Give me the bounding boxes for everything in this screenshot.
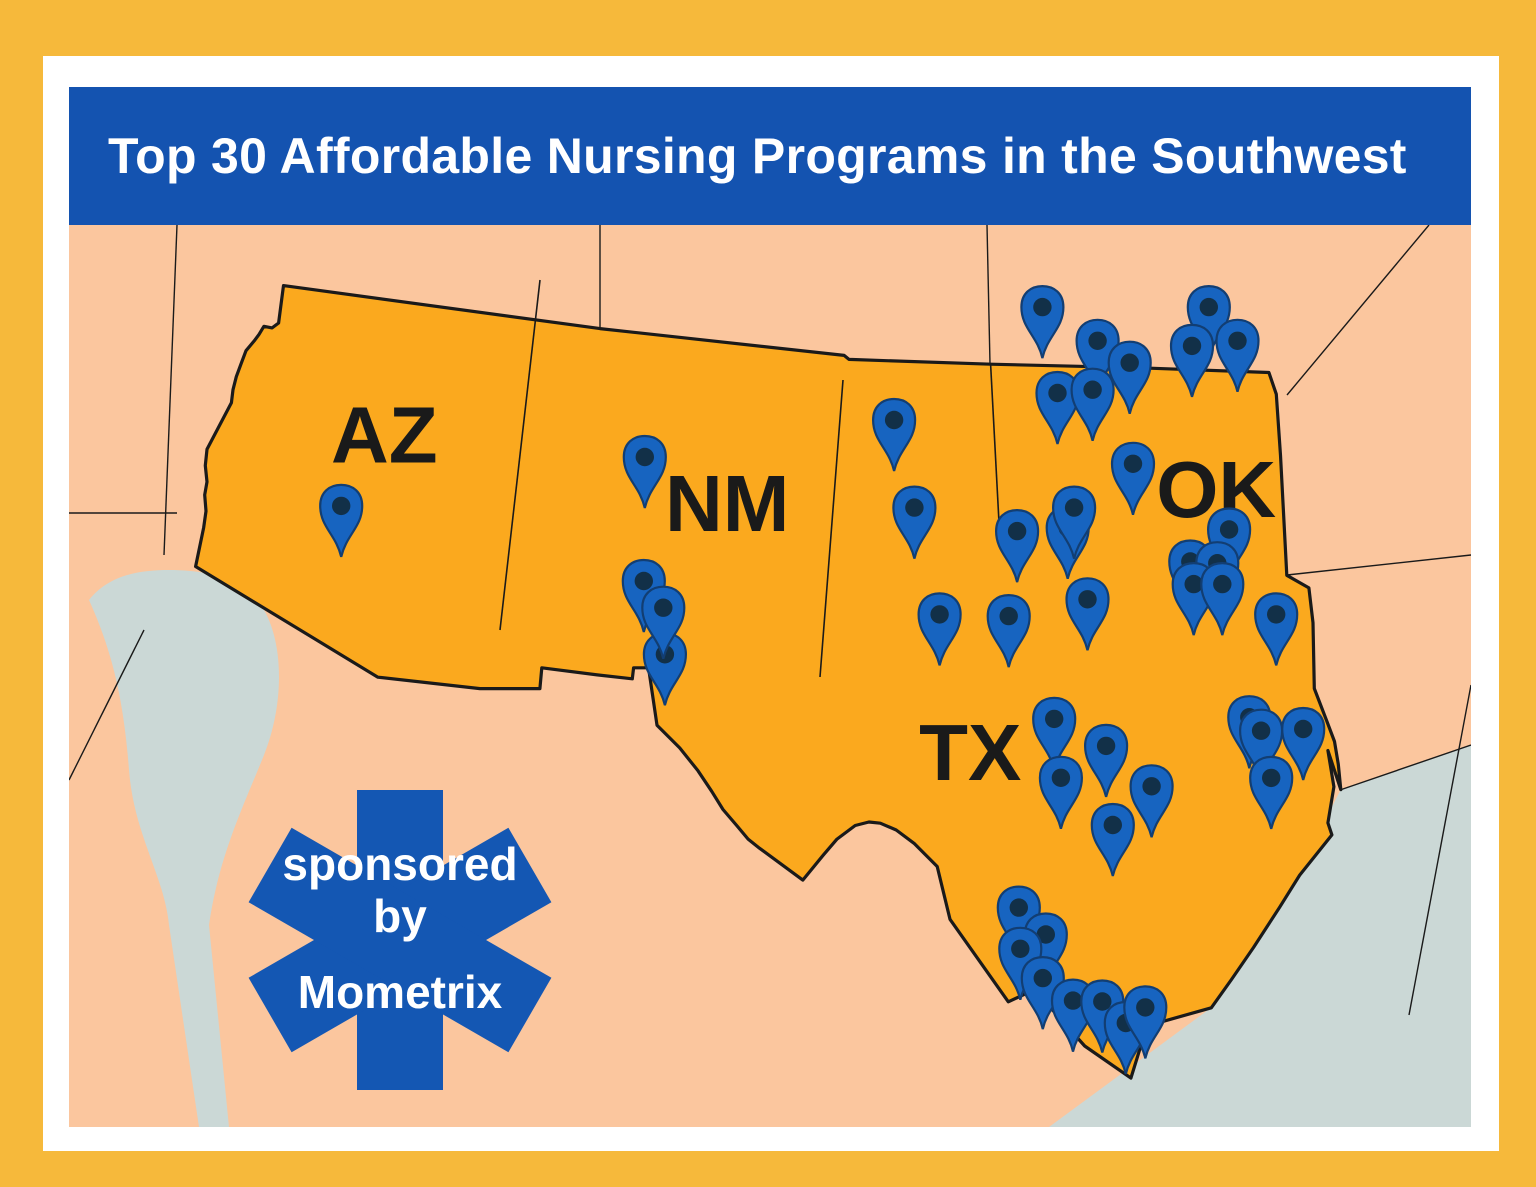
svg-text:NM: NM bbox=[665, 459, 789, 548]
svg-text:by: by bbox=[373, 890, 427, 942]
svg-text:Mometrix: Mometrix bbox=[298, 966, 503, 1018]
svg-text:sponsored: sponsored bbox=[282, 838, 517, 890]
svg-text:TX: TX bbox=[919, 708, 1021, 797]
svg-text:AZ: AZ bbox=[331, 391, 438, 480]
